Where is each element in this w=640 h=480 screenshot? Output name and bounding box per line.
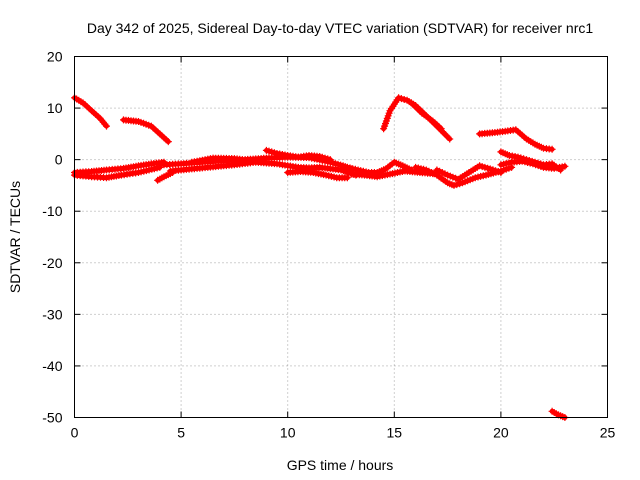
- x-tick-label: 10: [280, 425, 296, 441]
- series-arc-5: [476, 126, 556, 153]
- data-point-marker: [343, 174, 351, 182]
- data-point-marker: [437, 125, 445, 133]
- x-tick-label: 5: [177, 425, 185, 441]
- data-point-marker: [548, 145, 556, 153]
- data-point-marker: [252, 157, 260, 165]
- plot-frame: [74, 56, 608, 418]
- data-point-marker: [156, 163, 164, 171]
- data-point-marker: [561, 162, 569, 170]
- x-tick-label: 20: [493, 425, 509, 441]
- y-tick-label: -30: [42, 306, 62, 322]
- data-point-marker: [446, 135, 454, 143]
- series-arc-9: [166, 158, 360, 179]
- data-point-marker: [164, 138, 172, 146]
- data-point-marker: [557, 166, 565, 174]
- y-tick-label: -20: [42, 255, 62, 271]
- series-arc-19: [497, 148, 565, 174]
- axis-ticks: 0 5 10 15 20 25 20 10 0 -10 -20 -30 -40 -50: [42, 49, 615, 441]
- data-point-marker: [169, 169, 177, 176]
- x-tick-label: 15: [387, 425, 403, 441]
- data-point-marker: [497, 169, 505, 176]
- series-arc-7: [71, 163, 164, 182]
- chart-title: Day 342 of 2025, Sidereal Day-to-day VTE…: [87, 20, 593, 36]
- series-arc-2: [120, 116, 172, 146]
- series-arc-13: [284, 168, 351, 182]
- x-axis-label: GPS time / hours: [287, 457, 394, 473]
- y-tick-label: -10: [42, 203, 62, 219]
- series-arc-11: [188, 154, 260, 166]
- series-arc-6: [71, 158, 168, 176]
- y-axis-label: SDTVAR / TECUs: [7, 181, 23, 293]
- data-point-marker: [326, 156, 334, 164]
- series-arc-12: [262, 146, 334, 164]
- y-tick-label: 0: [55, 152, 63, 168]
- x-tick-label: 25: [600, 425, 616, 441]
- data-point-marker: [103, 122, 110, 130]
- series-arc-14: [343, 158, 415, 176]
- series-arc-17: [433, 162, 505, 183]
- y-tick-label: 20: [47, 49, 63, 65]
- y-tick-label: 10: [47, 100, 63, 116]
- y-tick-label: -50: [42, 410, 62, 426]
- x-tick-label: 0: [71, 425, 79, 441]
- y-tick-label: -40: [42, 358, 62, 374]
- series-arc-4: [407, 99, 445, 133]
- series-arc-10: [154, 169, 177, 184]
